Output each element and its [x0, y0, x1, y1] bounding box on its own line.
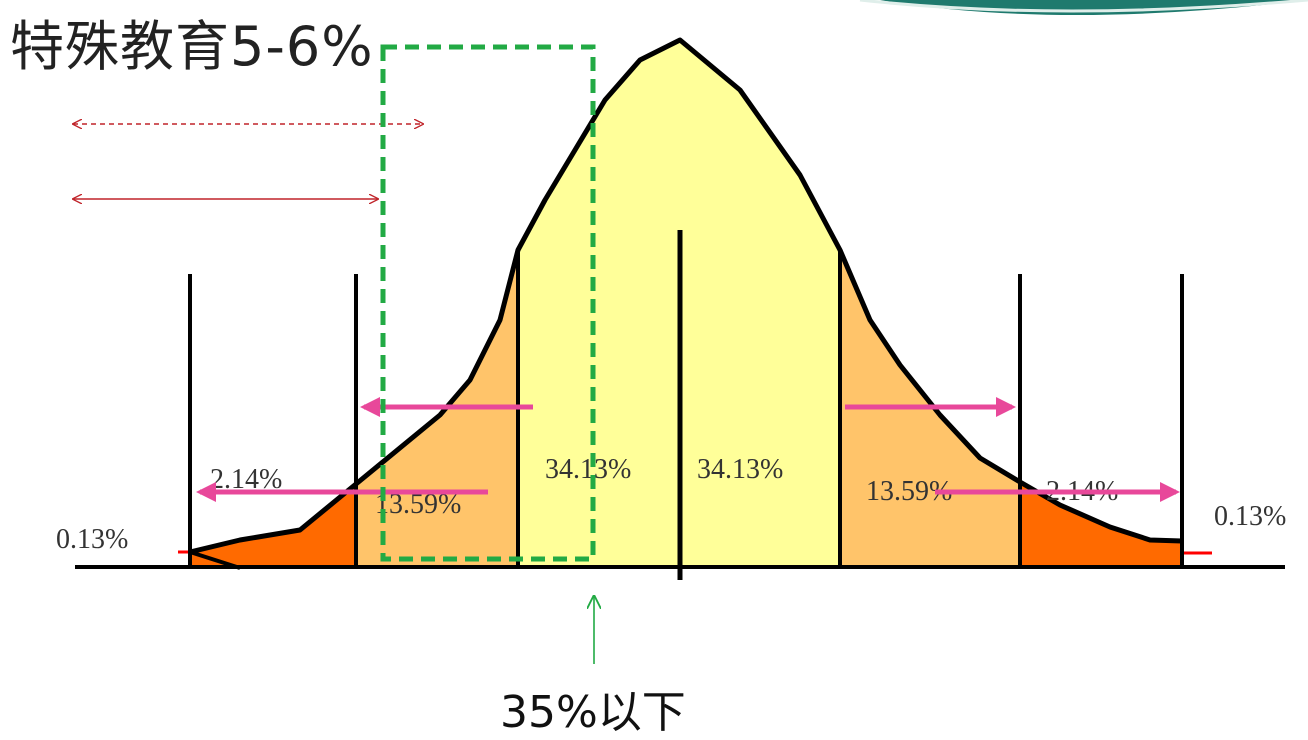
band-label-center-right: 34.13% — [697, 454, 783, 485]
band-label-center-left: 34.13% — [545, 454, 631, 485]
teal-arc-highlight — [859, 0, 1308, 13]
teal-arc-decoration — [880, 0, 1308, 15]
slide-title: 特殊教育5-6% — [10, 15, 374, 78]
band-label-left-tail: 0.13% — [56, 524, 128, 555]
green-dashed-highlight-box — [380, 44, 596, 562]
region-left-middle — [356, 250, 518, 566]
region-left-outer — [190, 484, 356, 566]
threshold-caption: 35%以下 — [500, 687, 686, 738]
band-label-right-tail: 0.13% — [1214, 501, 1286, 532]
